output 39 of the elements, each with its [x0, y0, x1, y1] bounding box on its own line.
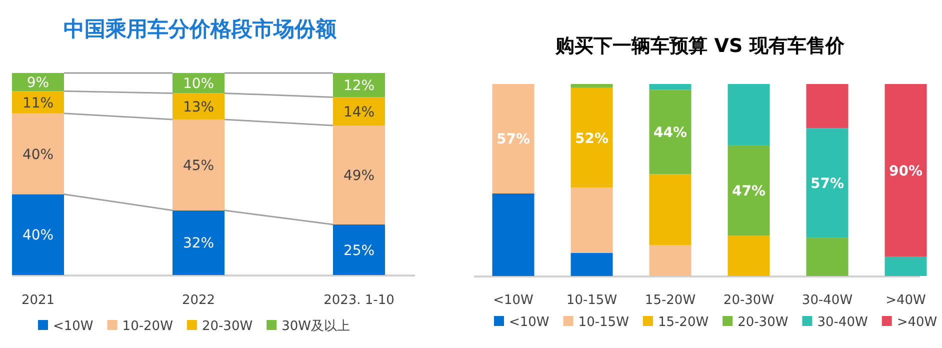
legend-label: 10-20W — [122, 319, 174, 334]
data-label: 57% — [496, 132, 530, 148]
data-label: 25% — [343, 242, 375, 259]
x-tick-label: >40W — [886, 293, 926, 308]
data-label: 49% — [343, 168, 375, 184]
data-label: 40% — [22, 228, 54, 244]
data-label: 10% — [182, 76, 214, 92]
data-label: 11% — [22, 95, 54, 112]
x-tick-label: 2021 — [21, 293, 55, 308]
data-label: 44% — [653, 125, 688, 141]
x-tick-label: 20-30W — [723, 293, 774, 308]
data-label: 90% — [888, 163, 923, 180]
x-tick-label: 2023. 1-10 — [324, 293, 394, 308]
x-tick-label: 2022 — [182, 293, 216, 308]
chart-title: 购买下一辆车预算 VS 现有车售价 — [554, 35, 846, 57]
data-label: 47% — [732, 184, 766, 200]
legend-label: 30W及以上 — [282, 319, 350, 334]
legend-label: <10W — [509, 315, 550, 330]
data-label: 14% — [343, 104, 375, 120]
x-tick-label: 15-20W — [644, 293, 696, 308]
legend-label: 10-15W — [578, 315, 630, 330]
x-tick-label: 30-40W — [802, 293, 853, 308]
data-label: 45% — [182, 158, 214, 174]
data-label: 12% — [343, 78, 375, 94]
legend-label: 15-20W — [658, 315, 709, 330]
legend-label: >40W — [896, 315, 938, 330]
data-label: 32% — [182, 236, 214, 252]
x-tick-label: 10-15W — [566, 293, 618, 308]
legend-label: 20-30W — [738, 315, 788, 330]
legend-label: 30-40W — [817, 315, 868, 330]
data-label: 13% — [182, 99, 214, 116]
data-label: 57% — [810, 176, 844, 192]
data-label: 9% — [26, 75, 50, 92]
data-label: 52% — [574, 130, 609, 147]
x-tick-label: <10W — [493, 293, 534, 308]
legend-label: 20-30W — [202, 319, 253, 334]
data-label: 40% — [22, 146, 54, 163]
legend-label: <10W — [53, 319, 94, 334]
chart-title: 中国乘用车分价格段市场份额 — [64, 17, 338, 41]
